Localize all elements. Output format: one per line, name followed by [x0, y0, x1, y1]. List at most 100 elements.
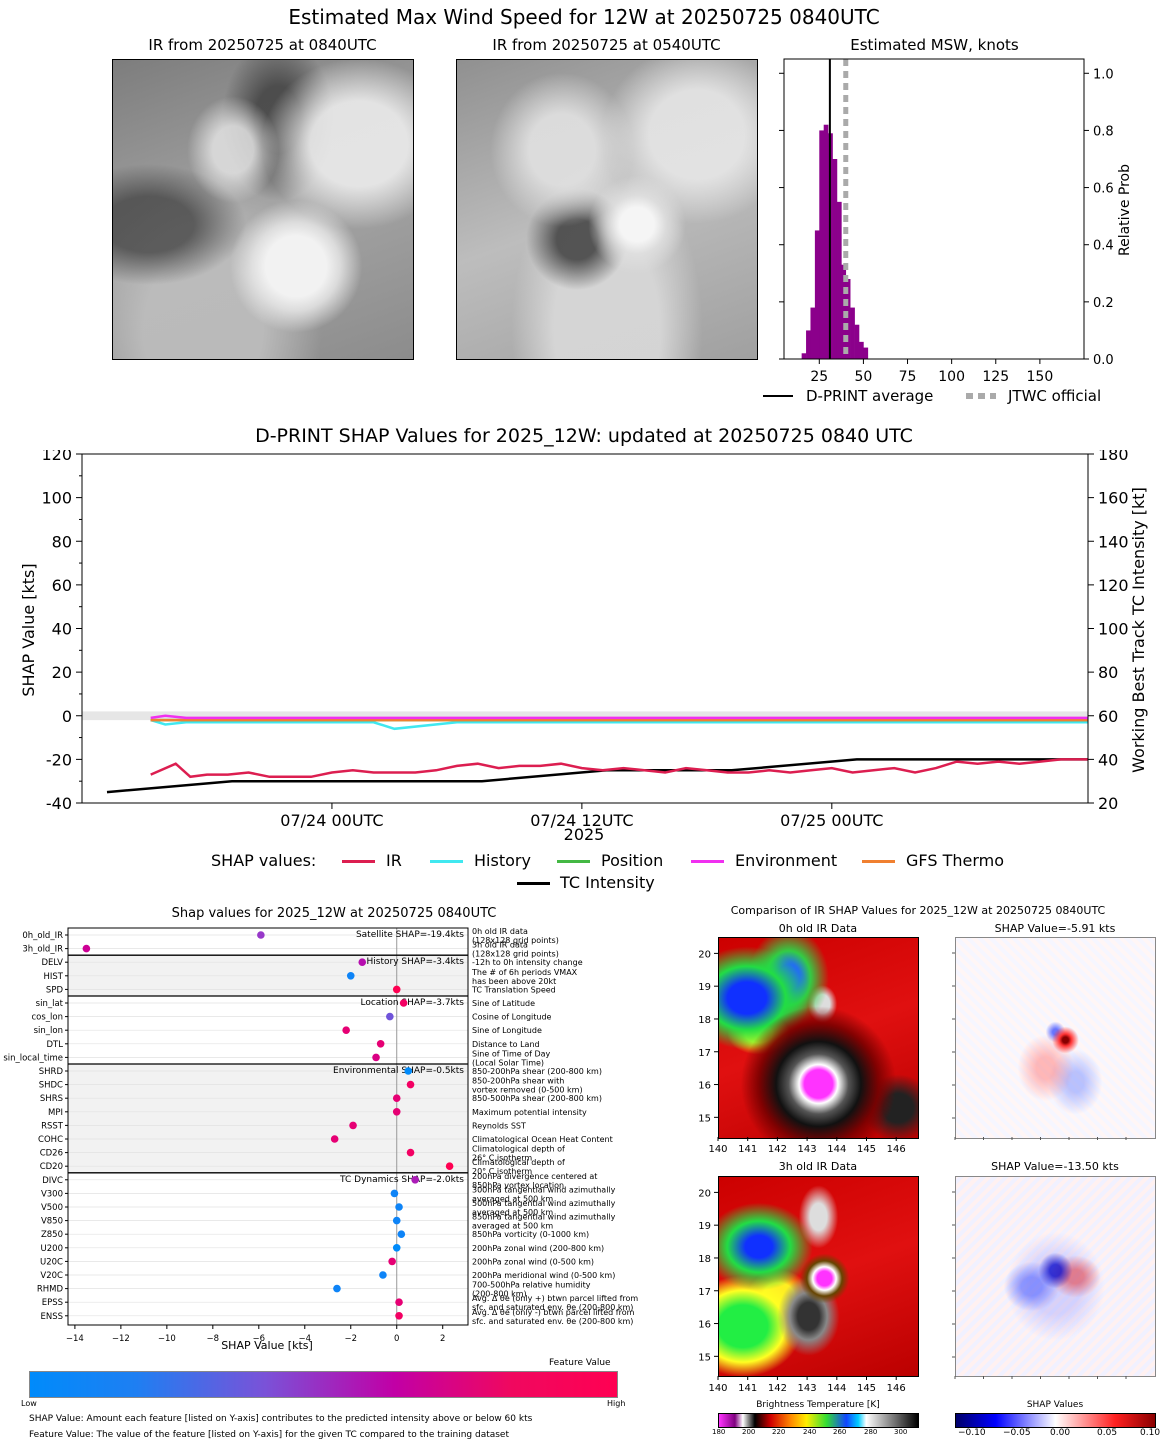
- feature-label: SHRS: [40, 1094, 63, 1104]
- sv-tick: −0.05: [1003, 1428, 1031, 1438]
- ts-ytick-left-label: 60: [52, 576, 72, 595]
- feature-desc: Climatological depth of: [472, 1145, 565, 1154]
- msw-bar: [806, 330, 811, 359]
- sv-colorbar-ticks: −0.10 −0.05 0.00 0.05 0.10: [940, 1428, 1168, 1442]
- feature-label: CD20: [40, 1162, 63, 1172]
- feature-desc: The # of 6h periods VMAX: [471, 968, 578, 977]
- bee-xtick-label: −4: [299, 1334, 312, 1344]
- feature-desc-2: has been above 20kt: [472, 977, 556, 986]
- feature-dot-CD26: [406, 1148, 415, 1157]
- feature-dot-CD20: [445, 1162, 454, 1170]
- msw-bar: [845, 279, 851, 359]
- ts-legend-history: History: [474, 851, 531, 870]
- feature-dot-U200: [392, 1244, 401, 1252]
- ts-xtick-label: 07/25 00UTC: [780, 811, 883, 830]
- bee-xtick-label: −14: [66, 1334, 84, 1344]
- feature-label: U20C: [40, 1257, 63, 1267]
- feature-label: MPI: [48, 1108, 63, 1118]
- cmp-ytick-label: 19: [698, 982, 711, 993]
- msw-bar: [863, 347, 869, 359]
- shap-map-3h: [955, 1176, 1156, 1377]
- cmp-ytick-label: 16: [698, 1081, 711, 1092]
- feature-dot-SPD: [392, 985, 401, 994]
- msw-ytick-label: 0.0: [1093, 353, 1114, 368]
- legend-jtwc-line: [966, 393, 996, 399]
- bee-group-bg: [68, 1064, 468, 1173]
- cmp-ytick-label: 15: [698, 1352, 711, 1363]
- cmp-xtick-label: 144: [827, 1144, 846, 1155]
- feature-label: Z850: [41, 1230, 63, 1240]
- feature-desc-2: sfc. and saturated env. θe (200-800 km): [472, 1317, 633, 1326]
- feature-desc: Maximum potential intensity: [472, 1108, 587, 1117]
- bee-group-label: Satellite SHAP=-19.4kts: [356, 930, 464, 940]
- feature-desc: 0h old IR data: [472, 927, 528, 936]
- legend-dprint-label: D-PRINT average: [806, 387, 934, 405]
- cmp-ytick-label: 19: [698, 1221, 711, 1232]
- feature-dot-EPSS: [395, 1298, 403, 1306]
- bt-tick: 220: [772, 1428, 786, 1436]
- feature-desc: -12h to 0h intensity change: [472, 958, 583, 967]
- feature-label: U200: [41, 1244, 63, 1254]
- suptitle: Estimated Max Wind Speed for 12W at 2025…: [288, 5, 880, 29]
- feature-label: sin_lat: [36, 999, 64, 1009]
- feature-desc: 200hPa meridional wind (0-500 km): [472, 1271, 615, 1280]
- feature-dot-COHC: [330, 1135, 339, 1143]
- feature-dot-Z850: [397, 1230, 406, 1238]
- feature-desc-2: 850hPa vortex location: [472, 1181, 564, 1190]
- bee-note-1: SHAP Value: Amount each feature [listed …: [29, 1414, 533, 1424]
- ir-panel-1-title: IR from 20250725 at 0840UTC: [148, 36, 377, 54]
- feature-dot-V500: [395, 1203, 403, 1211]
- zero-band: [82, 711, 1088, 721]
- ts-ytick-left-label: 120: [41, 450, 72, 464]
- ir-color-0h: [718, 937, 919, 1139]
- ir-image-0540: [456, 59, 758, 360]
- msw-bar: [801, 353, 807, 359]
- compare-panel-1-title: 0h old IR Data: [778, 922, 858, 935]
- feature-label: 3h_old_IR: [22, 945, 63, 955]
- ts-ytick-left-label: 100: [41, 489, 72, 508]
- feature-desc: 200hPa zonal wind (200-800 km): [472, 1244, 604, 1253]
- bee-xtick-label: −2: [344, 1334, 357, 1344]
- bee-group-label: Location SHAP=-3.7kts: [360, 998, 464, 1008]
- sv-tick: 0.05: [1097, 1428, 1118, 1438]
- compare-title: Comparison of IR SHAP Values for 2025_12…: [730, 904, 1106, 917]
- feature-desc: Distance to Land: [472, 1040, 540, 1049]
- feature-desc: 500hPa tangential wind azimuthally: [472, 1199, 616, 1208]
- feature-label: COHC: [38, 1135, 63, 1145]
- bee-xtick-label: −10: [158, 1334, 176, 1344]
- feature-desc: 300hPa tangential wind azimuthally: [472, 1185, 616, 1194]
- msw-xtick-label: 75: [899, 369, 917, 385]
- ir-panel-2-title: IR from 20250725 at 0540UTC: [492, 36, 721, 54]
- bee-group-label: Environmental SHAP=-0.5kts: [333, 1066, 464, 1076]
- feature-label: V500: [41, 1203, 63, 1213]
- ts-ytick-right-label: 80: [1098, 663, 1118, 682]
- feature-label: SHRD: [39, 1067, 64, 1077]
- feature-desc-2: (128x128 grid points): [472, 950, 559, 959]
- feature-colorbar-high: High: [607, 1399, 626, 1408]
- cmp-ytick-label: 20: [698, 949, 711, 960]
- feature-label: DTL: [47, 1040, 64, 1050]
- bee-xtick-label: −6: [253, 1334, 266, 1344]
- bt-colorbar-ticks: 180 200 220 240 260 280 300: [700, 1428, 940, 1440]
- feature-desc-2: averaged at 500 km: [472, 1222, 553, 1231]
- bt-tick: 240: [803, 1428, 817, 1436]
- msw-bar: [810, 307, 816, 359]
- ts-ytick-right-label: 100: [1098, 620, 1129, 639]
- shap-ts-title: D-PRINT SHAP Values for 2025_12W: update…: [255, 425, 913, 447]
- feature-desc: Climatological depth of: [472, 1158, 565, 1167]
- ts-xlabel: 2025: [564, 825, 605, 844]
- feature-desc: 850hPa tangential wind azimuthally: [472, 1213, 616, 1222]
- feature-dot-SHRD: [404, 1067, 413, 1075]
- shap-feature-chart: Satellite SHAP=-19.4kts History SHAP=-3.4…: [3, 927, 638, 1352]
- cmp-xtick-label: 141: [738, 1144, 757, 1155]
- msw-ytick-label: 0.6: [1093, 182, 1114, 197]
- ts-ytick-left-label: -20: [46, 750, 72, 769]
- ts-ytick-right-label: 60: [1098, 707, 1118, 726]
- ts-legend-title: SHAP values:: [211, 851, 317, 870]
- feature-desc-2: (200-800 km): [472, 1290, 527, 1299]
- ts-legend-gfs: GFS Thermo: [906, 851, 1004, 870]
- cmp-ytick-label: 17: [698, 1048, 711, 1059]
- compare-panel-4-title: SHAP Value=-13.50 kts: [991, 1160, 1119, 1173]
- feature-dot-sin_lon: [342, 1026, 350, 1034]
- legend-dprint-line: [763, 395, 793, 397]
